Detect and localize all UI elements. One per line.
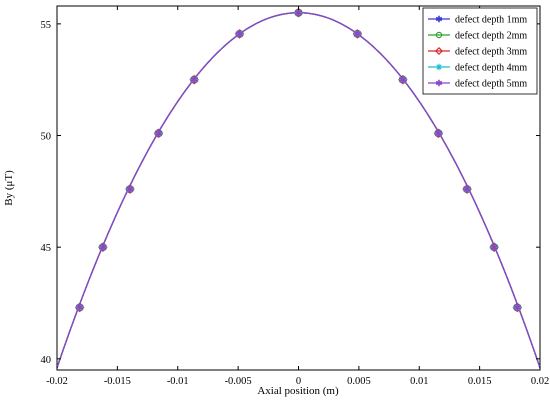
y-tick-label: 40 (41, 355, 52, 366)
data-point-marker (190, 75, 199, 84)
x-tick-label: 0.005 (347, 376, 371, 387)
data-point-marker (463, 185, 471, 194)
data-point-marker (75, 303, 84, 312)
data-point-marker (294, 8, 303, 17)
legend-entry-label: defect depth 5mm (455, 79, 527, 90)
data-point-marker (353, 29, 362, 38)
data-point-marker (435, 31, 443, 39)
y-axis-ticks: 40 45 50 55 (41, 20, 540, 366)
x-tick-label: 0 (296, 376, 301, 387)
data-point-marker (398, 75, 407, 84)
data-point-marker (435, 63, 443, 71)
data-point-marker (235, 29, 244, 38)
y-axis-label: By (μT) (3, 170, 15, 206)
x-tick-label: 0.02 (531, 376, 549, 387)
data-point-marker (434, 129, 443, 138)
x-tick-label: -0.015 (104, 376, 131, 387)
x-tick-label: 0.01 (410, 376, 428, 387)
data-point-marker (435, 79, 443, 87)
x-tick-label: 0.015 (468, 376, 492, 387)
x-tick-label: -0.01 (167, 376, 189, 387)
data-point-marker (490, 243, 498, 252)
x-tick-label: -0.02 (46, 376, 68, 387)
x-tick-label: -0.005 (225, 376, 252, 387)
legend-entry-label: defect depth 4mm (455, 63, 527, 74)
data-point-marker (154, 129, 163, 138)
y-tick-label: 50 (41, 132, 52, 143)
legend-entry-label: defect depth 2mm (455, 31, 527, 42)
y-tick-label: 55 (41, 20, 52, 31)
legend-entry-label: defect depth 1mm (455, 15, 527, 26)
legend-entry-label: defect depth 3mm (455, 47, 527, 58)
x-axis-label: Axial position (m) (257, 385, 339, 397)
series-markers (74, 7, 523, 313)
data-point-marker (99, 243, 107, 252)
y-tick-label: 45 (41, 243, 52, 254)
data-point-marker (435, 15, 443, 23)
legend: defect depth 1mm defect depth 2mm defect d… (422, 7, 538, 95)
x-axis-ticks: -0.02 -0.015 -0.01 -0.005 0 0.005 0.01 0.015 0.0… (46, 6, 549, 387)
data-point-marker (435, 47, 443, 55)
data-point-marker (513, 303, 522, 312)
data-point-marker (126, 185, 134, 194)
